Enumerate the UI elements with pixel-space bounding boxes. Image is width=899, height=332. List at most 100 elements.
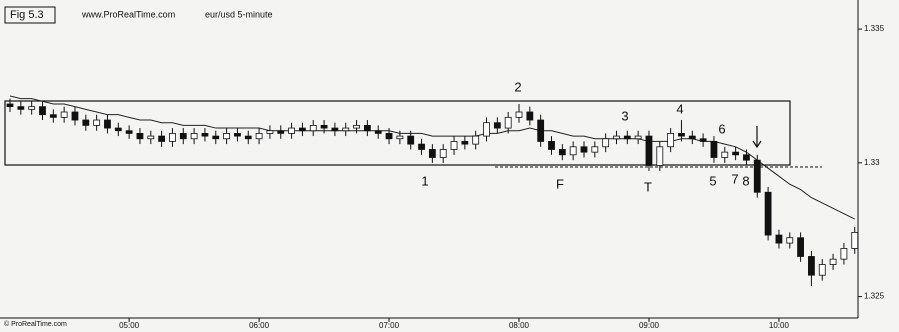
- candle-body: [158, 135, 166, 142]
- x-tick-label: 09:00: [639, 321, 660, 330]
- candle-body: [82, 119, 90, 126]
- candle-body: [342, 127, 350, 132]
- site-label: www.ProRealTime.com: [81, 9, 175, 19]
- candle-body: [623, 135, 631, 140]
- candle-body: [558, 149, 566, 156]
- candle-body: [93, 119, 101, 126]
- candle-body: [17, 106, 25, 110]
- candle-body: [829, 258, 837, 265]
- candle-body: [49, 114, 57, 118]
- candle-body: [688, 135, 696, 140]
- candle-body: [190, 133, 198, 140]
- candle-body: [786, 237, 794, 244]
- candle-body: [374, 130, 382, 134]
- candle-body: [71, 111, 79, 121]
- annotation: 1: [421, 173, 428, 188]
- candle-body: [363, 124, 371, 132]
- candle-body: [602, 138, 610, 148]
- candle-body: [418, 143, 425, 150]
- candle-body: [743, 154, 750, 161]
- candle-body: [699, 138, 707, 142]
- candle-body: [721, 151, 729, 158]
- candle-body: [678, 133, 685, 137]
- annotation: 4: [676, 101, 683, 116]
- footer: © ProRealTime.com: [4, 320, 67, 328]
- candle-body: [753, 159, 761, 193]
- candle-body: [775, 234, 783, 244]
- x-tick-label: 06:00: [249, 321, 270, 330]
- candle-body: [732, 151, 740, 156]
- candle-body: [125, 130, 133, 134]
- candle-body: [234, 133, 241, 137]
- chart-title: eur/usd 5-minute: [205, 9, 273, 19]
- candle-body: [179, 133, 187, 140]
- annotation: 8: [742, 173, 749, 188]
- candle-body: [147, 135, 155, 140]
- candle-body: [493, 122, 501, 129]
- candle-body: [840, 248, 848, 260]
- arrow: [752, 126, 762, 149]
- candle-body: [299, 127, 306, 132]
- candle-body: [461, 141, 469, 145]
- candle-body: [797, 237, 804, 257]
- candle-body: [201, 133, 209, 137]
- candle-body: [645, 135, 653, 166]
- candle-body: [223, 133, 231, 140]
- candle-body: [808, 256, 815, 276]
- candle-body: [450, 141, 458, 150]
- annotation: 7: [731, 171, 738, 186]
- candle-body: [60, 111, 68, 118]
- candle-body: [818, 264, 826, 276]
- candle-body: [634, 135, 642, 140]
- y-tick-label: 1.33: [864, 158, 880, 167]
- candle-body: [277, 130, 285, 134]
- x-tick-label: 08:00: [509, 321, 530, 330]
- candle-body: [515, 111, 523, 118]
- candle-body: [288, 127, 295, 134]
- trading-range-box: [4, 100, 791, 166]
- annotation: 2: [514, 79, 521, 94]
- candle-body: [104, 119, 111, 129]
- annotation: 3: [621, 108, 628, 123]
- candle-body: [504, 116, 512, 129]
- candle-body: [212, 135, 220, 140]
- candle-body: [136, 133, 144, 140]
- annotation: 6: [718, 121, 725, 136]
- candle-body: [483, 122, 490, 137]
- candle-body: [353, 124, 360, 129]
- x-tick-label: 10:00: [769, 321, 790, 330]
- candle-body: [526, 111, 534, 121]
- candle-body: [6, 103, 14, 108]
- annotation: F: [556, 176, 564, 191]
- candle-body: [309, 124, 317, 132]
- candle-body: [613, 135, 620, 140]
- candle-body: [851, 231, 859, 249]
- candle-body: [710, 141, 718, 158]
- candle-body: [28, 106, 36, 110]
- annotation: 5: [709, 173, 716, 188]
- candle-body: [569, 146, 577, 156]
- candle-body: [439, 149, 447, 158]
- x-tick-label: 05:00: [119, 321, 140, 330]
- y-tick-label: 1.335: [864, 24, 885, 33]
- candle-body: [537, 119, 545, 142]
- candle-body: [385, 133, 393, 140]
- candle-body: [169, 133, 176, 142]
- candle-body: [266, 130, 274, 134]
- candle-body: [407, 135, 415, 145]
- y-tick-label: 1.325: [864, 292, 885, 301]
- figure-box: [4, 6, 56, 24]
- candle-body: [764, 191, 772, 236]
- candle-body: [396, 135, 404, 140]
- candle-body: [548, 141, 555, 150]
- candle-body: [472, 135, 480, 145]
- annotation: T: [644, 179, 652, 194]
- candle-body: [114, 127, 122, 132]
- candle-body: [331, 127, 339, 132]
- x-tick-label: 07:00: [379, 321, 400, 330]
- candle-body: [255, 133, 263, 140]
- candle-body: [667, 133, 675, 148]
- candle-body: [39, 106, 46, 116]
- candle-body: [591, 146, 599, 153]
